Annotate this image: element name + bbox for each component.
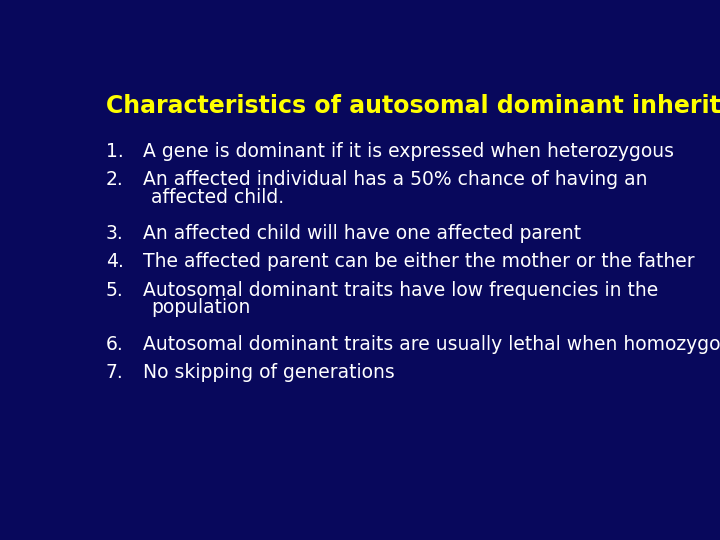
Text: population: population — [151, 298, 251, 317]
Text: A gene is dominant if it is expressed when heterozygous: A gene is dominant if it is expressed wh… — [143, 141, 674, 161]
Text: The affected parent can be either the mother or the father: The affected parent can be either the mo… — [143, 252, 695, 272]
Text: 4.: 4. — [106, 252, 124, 272]
Text: 1.: 1. — [106, 141, 123, 161]
Text: 6.: 6. — [106, 335, 123, 354]
Text: 7.: 7. — [106, 363, 123, 382]
Text: Characteristics of autosomal dominant inheritance:: Characteristics of autosomal dominant in… — [106, 94, 720, 118]
Text: 2.: 2. — [106, 170, 123, 189]
Text: No skipping of generations: No skipping of generations — [143, 363, 395, 382]
Text: Autosomal dominant traits have low frequencies in the: Autosomal dominant traits have low frequ… — [143, 281, 658, 300]
Text: Autosomal dominant traits are usually lethal when homozygous: Autosomal dominant traits are usually le… — [143, 335, 720, 354]
Text: An affected child will have one affected parent: An affected child will have one affected… — [143, 224, 581, 243]
Text: 5.: 5. — [106, 281, 123, 300]
Text: affected child.: affected child. — [151, 187, 284, 206]
Text: 3.: 3. — [106, 224, 123, 243]
Text: An affected individual has a 50% chance of having an: An affected individual has a 50% chance … — [143, 170, 647, 189]
